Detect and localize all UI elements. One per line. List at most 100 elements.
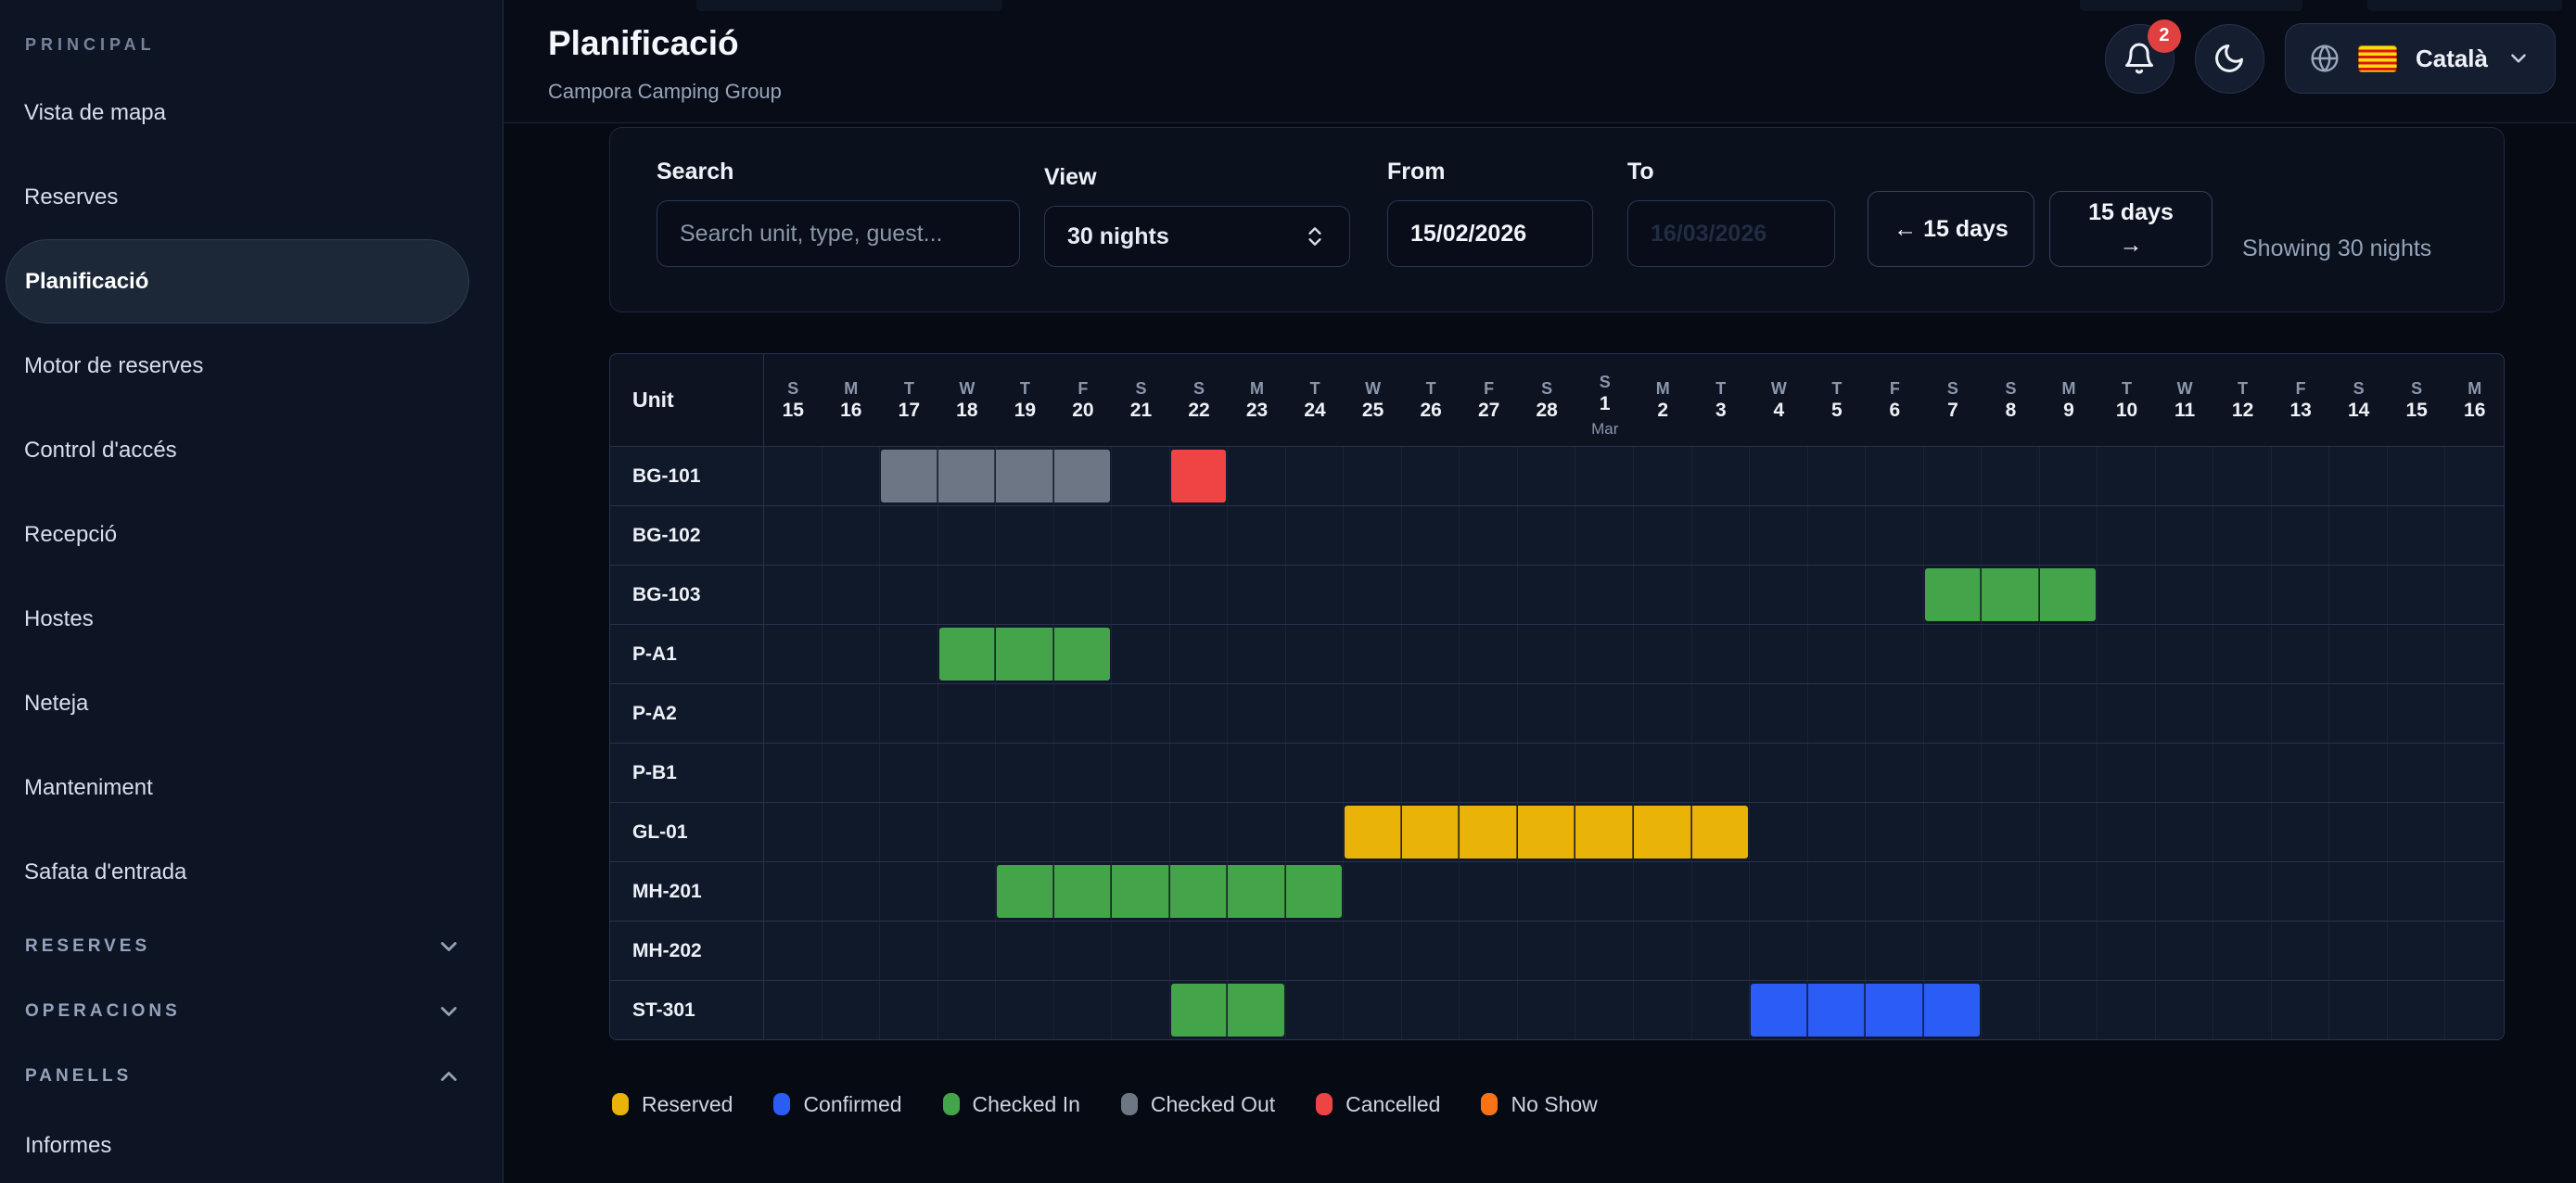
grid-cell[interactable] (764, 981, 823, 1039)
grid-cell[interactable] (1460, 684, 1518, 743)
grid-cell[interactable] (1750, 803, 1808, 861)
grid-cell[interactable] (2156, 744, 2214, 802)
grid-cell[interactable] (880, 625, 938, 683)
grid-cell[interactable] (2213, 981, 2272, 1039)
grid-cell[interactable] (1286, 447, 1345, 505)
grid-cell[interactable] (1344, 684, 1402, 743)
grid-cell[interactable] (764, 803, 823, 861)
grid-cell[interactable] (1344, 506, 1402, 565)
grid-cell[interactable] (1112, 447, 1170, 505)
grid-cell[interactable] (2098, 684, 2156, 743)
grid-cell[interactable] (938, 684, 997, 743)
sidebar-item-control-d-acces[interactable]: Control d'accés (6, 408, 469, 492)
grid-cell[interactable] (2156, 447, 2214, 505)
view-select[interactable]: 30 nights (1044, 206, 1350, 267)
grid-cell[interactable] (2272, 922, 2330, 980)
grid-cell[interactable] (1518, 981, 1576, 1039)
grid-cell[interactable] (880, 447, 938, 505)
reservation-bar-reserved[interactable] (1575, 806, 1633, 859)
grid-cell[interactable] (1750, 862, 1808, 921)
grid-cell[interactable] (1228, 981, 1286, 1039)
grid-cell[interactable] (1982, 862, 2040, 921)
grid-cell[interactable] (2156, 566, 2214, 624)
grid-cell[interactable] (1982, 625, 2040, 683)
grid-cell[interactable] (2156, 803, 2214, 861)
grid-cell[interactable] (2156, 862, 2214, 921)
reservation-bar-checked-in[interactable] (938, 628, 996, 681)
grid-cell[interactable] (1344, 803, 1402, 861)
grid-cell[interactable] (880, 744, 938, 802)
grid-cell[interactable] (1112, 862, 1170, 921)
grid-cell[interactable] (2213, 684, 2272, 743)
grid-cell[interactable] (1692, 684, 1751, 743)
grid-cell[interactable] (1808, 447, 1867, 505)
grid-cell[interactable] (2272, 684, 2330, 743)
grid-cell[interactable] (1982, 506, 2040, 565)
grid-cell[interactable] (1866, 862, 1924, 921)
grid-cell[interactable] (764, 625, 823, 683)
grid-cell[interactable] (1634, 981, 1692, 1039)
grid-cell[interactable] (938, 922, 997, 980)
grid-cell[interactable] (1924, 862, 1983, 921)
grid-cell[interactable] (1575, 744, 1634, 802)
reservation-bar-reserved[interactable] (1460, 806, 1517, 859)
grid-cell[interactable] (2329, 744, 2388, 802)
next-15-days-button[interactable]: 15 days → (2049, 191, 2213, 267)
grid-cell[interactable] (1518, 684, 1576, 743)
grid-cell[interactable] (1402, 506, 1460, 565)
grid-cell[interactable] (823, 684, 881, 743)
grid-cell[interactable] (1053, 447, 1113, 505)
grid-cell[interactable] (1924, 803, 1983, 861)
grid-cell[interactable] (880, 981, 938, 1039)
grid-cell[interactable] (1054, 684, 1113, 743)
grid-cell[interactable] (996, 803, 1054, 861)
grid-cell[interactable] (2445, 447, 2504, 505)
grid-cell[interactable] (1575, 862, 1634, 921)
grid-cell[interactable] (823, 447, 881, 505)
grid-cell[interactable] (2329, 506, 2388, 565)
grid-cell[interactable] (764, 922, 823, 980)
grid-cell[interactable] (2040, 922, 2098, 980)
grid-cell[interactable] (823, 506, 881, 565)
grid-cell[interactable] (938, 625, 997, 683)
reservation-bar-checked-in[interactable] (997, 865, 1053, 918)
grid-cell[interactable] (2445, 625, 2504, 683)
grid-cell[interactable] (938, 506, 997, 565)
grid-cell[interactable] (1170, 566, 1229, 624)
grid-cell[interactable] (1053, 862, 1113, 921)
grid-cell[interactable] (2329, 625, 2388, 683)
grid-cell[interactable] (880, 803, 938, 861)
grid-cell[interactable] (2388, 566, 2446, 624)
grid-cell[interactable] (1460, 981, 1518, 1039)
reservation-bar-confirmed[interactable] (1866, 984, 1923, 1037)
grid-cell[interactable] (1633, 803, 1692, 861)
grid-cell[interactable] (2098, 981, 2156, 1039)
grid-cell[interactable] (1460, 803, 1518, 861)
grid-cell[interactable] (1634, 566, 1692, 624)
grid-cell[interactable] (1518, 862, 1576, 921)
grid-cell[interactable] (2272, 981, 2330, 1039)
grid-cell[interactable] (2272, 744, 2330, 802)
grid-cell[interactable] (2098, 862, 2156, 921)
grid-cell[interactable] (764, 684, 823, 743)
grid-cell[interactable] (937, 447, 997, 505)
reservation-bar-checked-in[interactable] (1924, 568, 1982, 621)
grid-cell[interactable] (1750, 684, 1808, 743)
grid-cell[interactable] (1750, 922, 1808, 980)
grid-cell[interactable] (1923, 981, 1983, 1039)
language-selector[interactable]: Català (2284, 23, 2556, 94)
grid-cell[interactable] (1575, 447, 1634, 505)
grid-cell[interactable] (1054, 566, 1113, 624)
grid-cell[interactable] (1286, 566, 1345, 624)
grid-cell[interactable] (1112, 981, 1170, 1039)
grid-cell[interactable] (1517, 803, 1576, 861)
grid-cell[interactable] (1402, 744, 1460, 802)
reservation-bar-checked-in[interactable] (1228, 865, 1285, 918)
grid-cell[interactable] (1575, 981, 1634, 1039)
grid-cell[interactable] (1924, 744, 1983, 802)
grid-cell[interactable] (1924, 922, 1983, 980)
reservation-bar-checked-in[interactable] (1053, 865, 1112, 918)
grid-cell[interactable] (2040, 803, 2098, 861)
from-date-input[interactable] (1387, 200, 1593, 267)
grid-cell[interactable] (1692, 625, 1751, 683)
